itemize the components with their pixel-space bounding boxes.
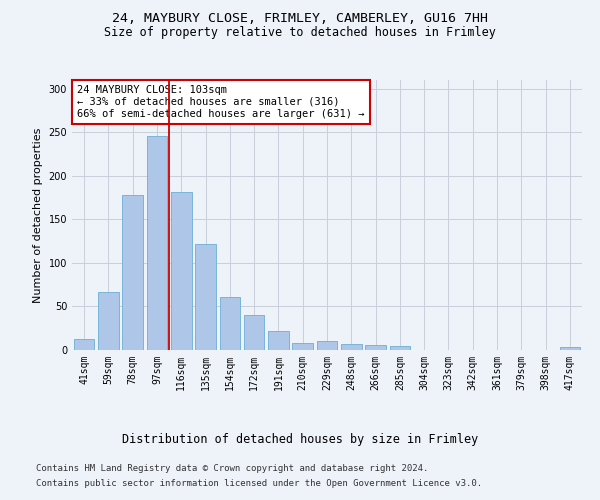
Bar	[292, 343, 313, 350]
Bar	[98, 292, 119, 350]
Bar	[365, 345, 386, 350]
Text: Distribution of detached houses by size in Frimley: Distribution of detached houses by size …	[122, 432, 478, 446]
Bar	[220, 297, 240, 350]
Bar	[74, 338, 94, 350]
Bar	[195, 244, 216, 350]
Text: Size of property relative to detached houses in Frimley: Size of property relative to detached ho…	[104, 26, 496, 39]
Bar	[341, 344, 362, 350]
Bar	[389, 346, 410, 350]
Bar	[244, 315, 265, 350]
Y-axis label: Number of detached properties: Number of detached properties	[33, 128, 43, 302]
Bar	[171, 192, 191, 350]
Text: Contains HM Land Registry data © Crown copyright and database right 2024.: Contains HM Land Registry data © Crown c…	[36, 464, 428, 473]
Bar	[122, 195, 143, 350]
Bar	[317, 342, 337, 350]
Text: Contains public sector information licensed under the Open Government Licence v3: Contains public sector information licen…	[36, 479, 482, 488]
Bar	[268, 331, 289, 350]
Bar	[560, 348, 580, 350]
Bar	[146, 136, 167, 350]
Text: 24, MAYBURY CLOSE, FRIMLEY, CAMBERLEY, GU16 7HH: 24, MAYBURY CLOSE, FRIMLEY, CAMBERLEY, G…	[112, 12, 488, 26]
Text: 24 MAYBURY CLOSE: 103sqm
← 33% of detached houses are smaller (316)
66% of semi-: 24 MAYBURY CLOSE: 103sqm ← 33% of detach…	[77, 86, 365, 118]
